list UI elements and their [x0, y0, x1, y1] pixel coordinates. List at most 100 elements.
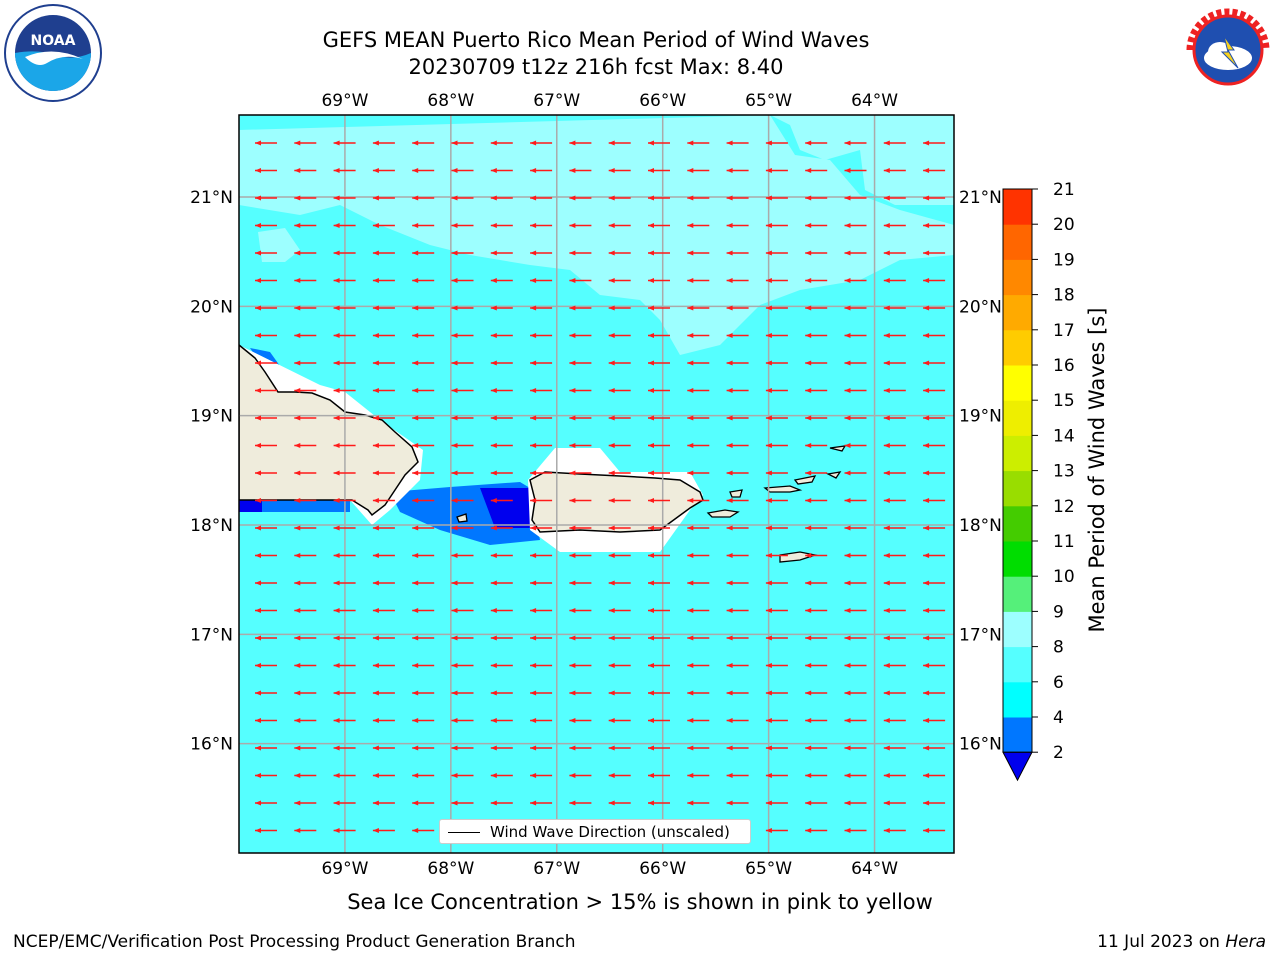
wave-direction-arrow	[294, 663, 317, 668]
wave-direction-arrow	[844, 168, 867, 173]
wave-direction-arrow	[883, 498, 906, 503]
wave-direction-arrow	[648, 580, 670, 586]
chart-title-line2: 20230709 t12z 216h fcst Max: 8.40	[408, 55, 784, 79]
latitude-labels-left: 21°N 20°N 19°N 18°N 17°N 16°N	[190, 188, 233, 755]
colorbar-tick-label: 18	[1053, 286, 1075, 306]
wave-direction-arrow	[608, 195, 631, 201]
wave-direction-arrow	[648, 498, 670, 503]
colorbar-segment	[1003, 611, 1032, 648]
wave-direction-arrow	[923, 828, 946, 833]
wave-direction-arrow	[844, 800, 867, 806]
wave-direction-arrow	[844, 635, 867, 641]
wave-direction-arrow	[294, 635, 317, 641]
wave-direction-arrow	[844, 828, 867, 833]
wave-direction-arrow	[451, 168, 474, 173]
wave-direction-arrow	[726, 718, 749, 723]
wave-direction-arrow	[372, 140, 395, 146]
wave-direction-arrow	[451, 360, 474, 366]
wave-direction-arrow	[255, 305, 277, 311]
wave-direction-arrow	[530, 360, 553, 366]
wave-direction-arrow	[844, 608, 867, 613]
wave-direction-arrow	[255, 195, 277, 201]
wave-direction-arrow	[294, 745, 317, 751]
wave-direction-arrow	[490, 718, 513, 723]
wave-direction-arrow	[490, 498, 513, 503]
wave-direction-arrow	[333, 470, 356, 476]
wave-direction-arrow	[294, 168, 317, 173]
wave-direction-arrow	[844, 388, 867, 393]
wave-direction-arrow	[687, 388, 710, 393]
wave-direction-arrow	[805, 223, 828, 228]
wave-direction-arrow	[412, 553, 435, 558]
wave-direction-arrow	[765, 360, 788, 366]
wave-direction-arrow	[844, 360, 867, 366]
wave-direction-arrow	[687, 168, 710, 173]
wave-direction-arrow	[372, 580, 395, 586]
wave-direction-arrow	[648, 278, 670, 283]
wave-direction-arrow	[765, 305, 788, 311]
wave-direction-arrow	[765, 470, 788, 476]
wave-direction-arrow	[923, 773, 946, 778]
wave-direction-arrow	[923, 360, 946, 366]
wave-direction-arrow	[333, 580, 356, 586]
wave-direction-arrow	[372, 690, 395, 696]
wave-direction-arrow	[923, 718, 946, 723]
wave-direction-arrow	[569, 360, 592, 366]
colorbar-segment	[1003, 435, 1032, 472]
colorbar-tick-label: 2	[1053, 743, 1064, 763]
wave-direction-arrow	[844, 443, 867, 448]
wave-direction-arrow	[765, 580, 788, 586]
colorbar-segment	[1003, 365, 1032, 401]
wave-direction-arrow	[294, 195, 317, 201]
wave-direction-arrow	[883, 635, 906, 641]
wave-direction-arrow	[805, 718, 828, 723]
wave-direction-arrow	[805, 828, 828, 833]
wave-direction-arrow	[451, 333, 474, 338]
wave-direction-arrow	[569, 305, 592, 311]
wave-direction-arrow	[805, 663, 828, 668]
wave-direction-arrow	[883, 773, 906, 778]
wave-direction-arrow	[765, 443, 788, 448]
wave-direction-arrow	[765, 195, 788, 201]
wave-direction-arrow	[648, 773, 670, 778]
wave-direction-arrow	[569, 800, 592, 806]
wave-direction-arrow	[255, 828, 277, 833]
wave-direction-arrow	[372, 250, 395, 256]
lat-label-left: 17°N	[190, 625, 233, 645]
wave-direction-arrow	[569, 525, 592, 531]
footer-date: 11 Jul 2023 on Hera	[1097, 932, 1266, 952]
colorbar-tick-label: 15	[1053, 391, 1075, 411]
wave-direction-arrow	[372, 305, 395, 311]
lon-label-bottom: 67°W	[533, 859, 580, 879]
wave-direction-arrow	[412, 828, 435, 833]
wave-direction-arrow	[648, 663, 670, 668]
wave-direction-arrow	[490, 305, 513, 311]
wave-direction-arrow	[648, 745, 670, 751]
wave-direction-arrow	[805, 690, 828, 696]
colorbar-segment	[1003, 576, 1032, 612]
wave-direction-arrow	[451, 773, 474, 778]
wave-direction-arrow	[687, 525, 710, 531]
wave-direction-arrow	[805, 745, 828, 751]
wave-direction-arrow	[294, 305, 317, 311]
lon-label-top: 65°W	[745, 91, 792, 111]
wave-direction-arrow	[333, 718, 356, 723]
wave-direction-arrow	[530, 168, 553, 173]
wave-direction-arrow	[255, 663, 277, 668]
wave-direction-arrow	[530, 800, 553, 806]
wave-direction-arrow	[687, 745, 710, 751]
wave-direction-arrow	[294, 470, 317, 476]
wave-direction-arrow	[648, 415, 670, 421]
wave-direction-arrow	[412, 635, 435, 641]
wave-direction-arrow	[608, 278, 631, 283]
wave-direction-arrow	[412, 718, 435, 723]
colorbar-tick-label: 9	[1053, 602, 1064, 622]
wave-direction-arrow	[451, 278, 474, 283]
wave-direction-arrow	[648, 718, 670, 723]
lon-label-bottom: 68°W	[427, 859, 474, 879]
wave-direction-arrow	[648, 250, 670, 256]
wave-direction-arrow	[255, 250, 277, 256]
wave-direction-arrow	[765, 828, 788, 833]
wave-direction-arrow	[569, 718, 592, 723]
wave-direction-arrow	[923, 745, 946, 751]
